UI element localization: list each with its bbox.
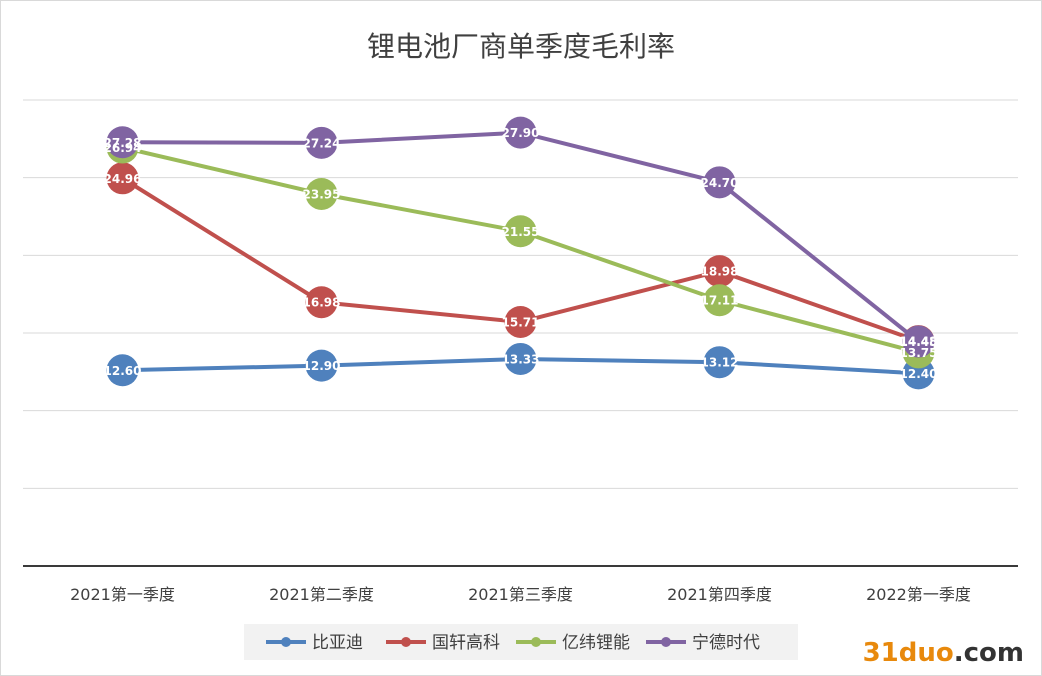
data-point bbox=[305, 177, 338, 210]
watermark-suffix: .com bbox=[953, 638, 1024, 668]
watermark: 31duo.com bbox=[863, 638, 1024, 668]
gridlines bbox=[23, 99, 1018, 489]
data-point bbox=[305, 126, 338, 159]
x-tick-label: 2021第四季度 bbox=[667, 585, 772, 604]
legend-label: 比亚迪 bbox=[312, 633, 363, 653]
legend-label: 宁德时代 bbox=[692, 633, 760, 653]
legend-marker bbox=[401, 637, 411, 647]
x-axis: 2021第一季度 2021第二季度 2021第三季度 2021第四季度 2022第一季度 bbox=[23, 565, 1018, 604]
chart-title: 锂电池厂商单季度毛利率 bbox=[367, 30, 675, 63]
data-point bbox=[703, 284, 736, 317]
data-label: 18.98 bbox=[701, 265, 739, 279]
data-point bbox=[703, 255, 736, 288]
legend-marker bbox=[661, 637, 671, 647]
data-point bbox=[305, 286, 338, 319]
x-tick-label: 2021第二季度 bbox=[269, 585, 374, 604]
data-label: 27.90 bbox=[502, 126, 540, 140]
data-point bbox=[106, 126, 139, 159]
legend-marker bbox=[531, 637, 541, 647]
data-label: 26.94 bbox=[104, 141, 142, 155]
data-label: 14.48 bbox=[900, 335, 938, 349]
series-宁德时代 bbox=[106, 116, 935, 358]
data-label: 21.55 bbox=[502, 225, 540, 239]
data-point bbox=[504, 305, 537, 338]
data-label: 27.24 bbox=[303, 136, 341, 150]
series-group: 12.60 12.90 13.33 13.12 12.40 24.96 16.98 15.71… bbox=[104, 116, 938, 390]
data-label: 13.33 bbox=[502, 352, 540, 366]
watermark-number: 31duo bbox=[862, 638, 954, 668]
data-label: 13.12 bbox=[701, 356, 739, 370]
data-point bbox=[703, 166, 736, 199]
data-point bbox=[106, 354, 139, 387]
data-point bbox=[504, 215, 537, 248]
data-label: 16.98 bbox=[303, 296, 341, 310]
data-label: 15.71 bbox=[502, 315, 540, 329]
data-label: 17.11 bbox=[701, 294, 739, 308]
data-point bbox=[902, 325, 935, 358]
data-labels-比亚迪: 12.60 12.90 13.33 13.12 12.40 bbox=[104, 352, 938, 380]
data-label: 13.75 bbox=[900, 346, 938, 360]
legend-item-国轩高科: 国轩高科 bbox=[386, 633, 500, 653]
data-label: 14.45 bbox=[900, 335, 938, 349]
legend-item-宁德时代: 宁德时代 bbox=[646, 633, 760, 653]
legend-item-比亚迪: 比亚迪 bbox=[266, 633, 363, 653]
data-point bbox=[106, 162, 139, 195]
data-label: 12.40 bbox=[900, 367, 938, 381]
data-labels-亿纬锂能: 26.94 23.95 21.55 17.11 13.75 bbox=[104, 141, 938, 360]
series-比亚迪 bbox=[106, 342, 935, 390]
legend-item-亿纬锂能: 亿纬锂能 bbox=[516, 633, 630, 653]
x-tick-label: 2021第三季度 bbox=[468, 585, 573, 604]
data-label: 24.70 bbox=[701, 176, 739, 190]
legend: 比亚迪 国轩高科 亿纬锂能 宁德时代 bbox=[244, 624, 798, 660]
data-point bbox=[305, 349, 338, 382]
data-label: 12.90 bbox=[303, 359, 341, 373]
data-label: 27.28 bbox=[104, 136, 142, 150]
data-labels-宁德时代: 27.28 27.24 27.90 24.70 14.45 bbox=[104, 126, 938, 349]
data-label: 24.96 bbox=[104, 172, 142, 186]
data-label: 23.95 bbox=[303, 187, 341, 201]
data-point bbox=[703, 346, 736, 379]
legend-marker bbox=[281, 637, 291, 647]
x-tick-label: 2021第一季度 bbox=[70, 585, 175, 604]
x-tick-label: 2022第一季度 bbox=[866, 585, 971, 604]
legend-label: 国轩高科 bbox=[432, 633, 500, 653]
legend-label: 亿纬锂能 bbox=[562, 633, 630, 653]
data-label: 12.60 bbox=[104, 364, 142, 378]
data-point bbox=[504, 342, 537, 375]
data-point bbox=[504, 116, 537, 149]
data-labels-国轩高科: 24.96 16.98 15.71 18.98 14.48 bbox=[104, 172, 938, 349]
